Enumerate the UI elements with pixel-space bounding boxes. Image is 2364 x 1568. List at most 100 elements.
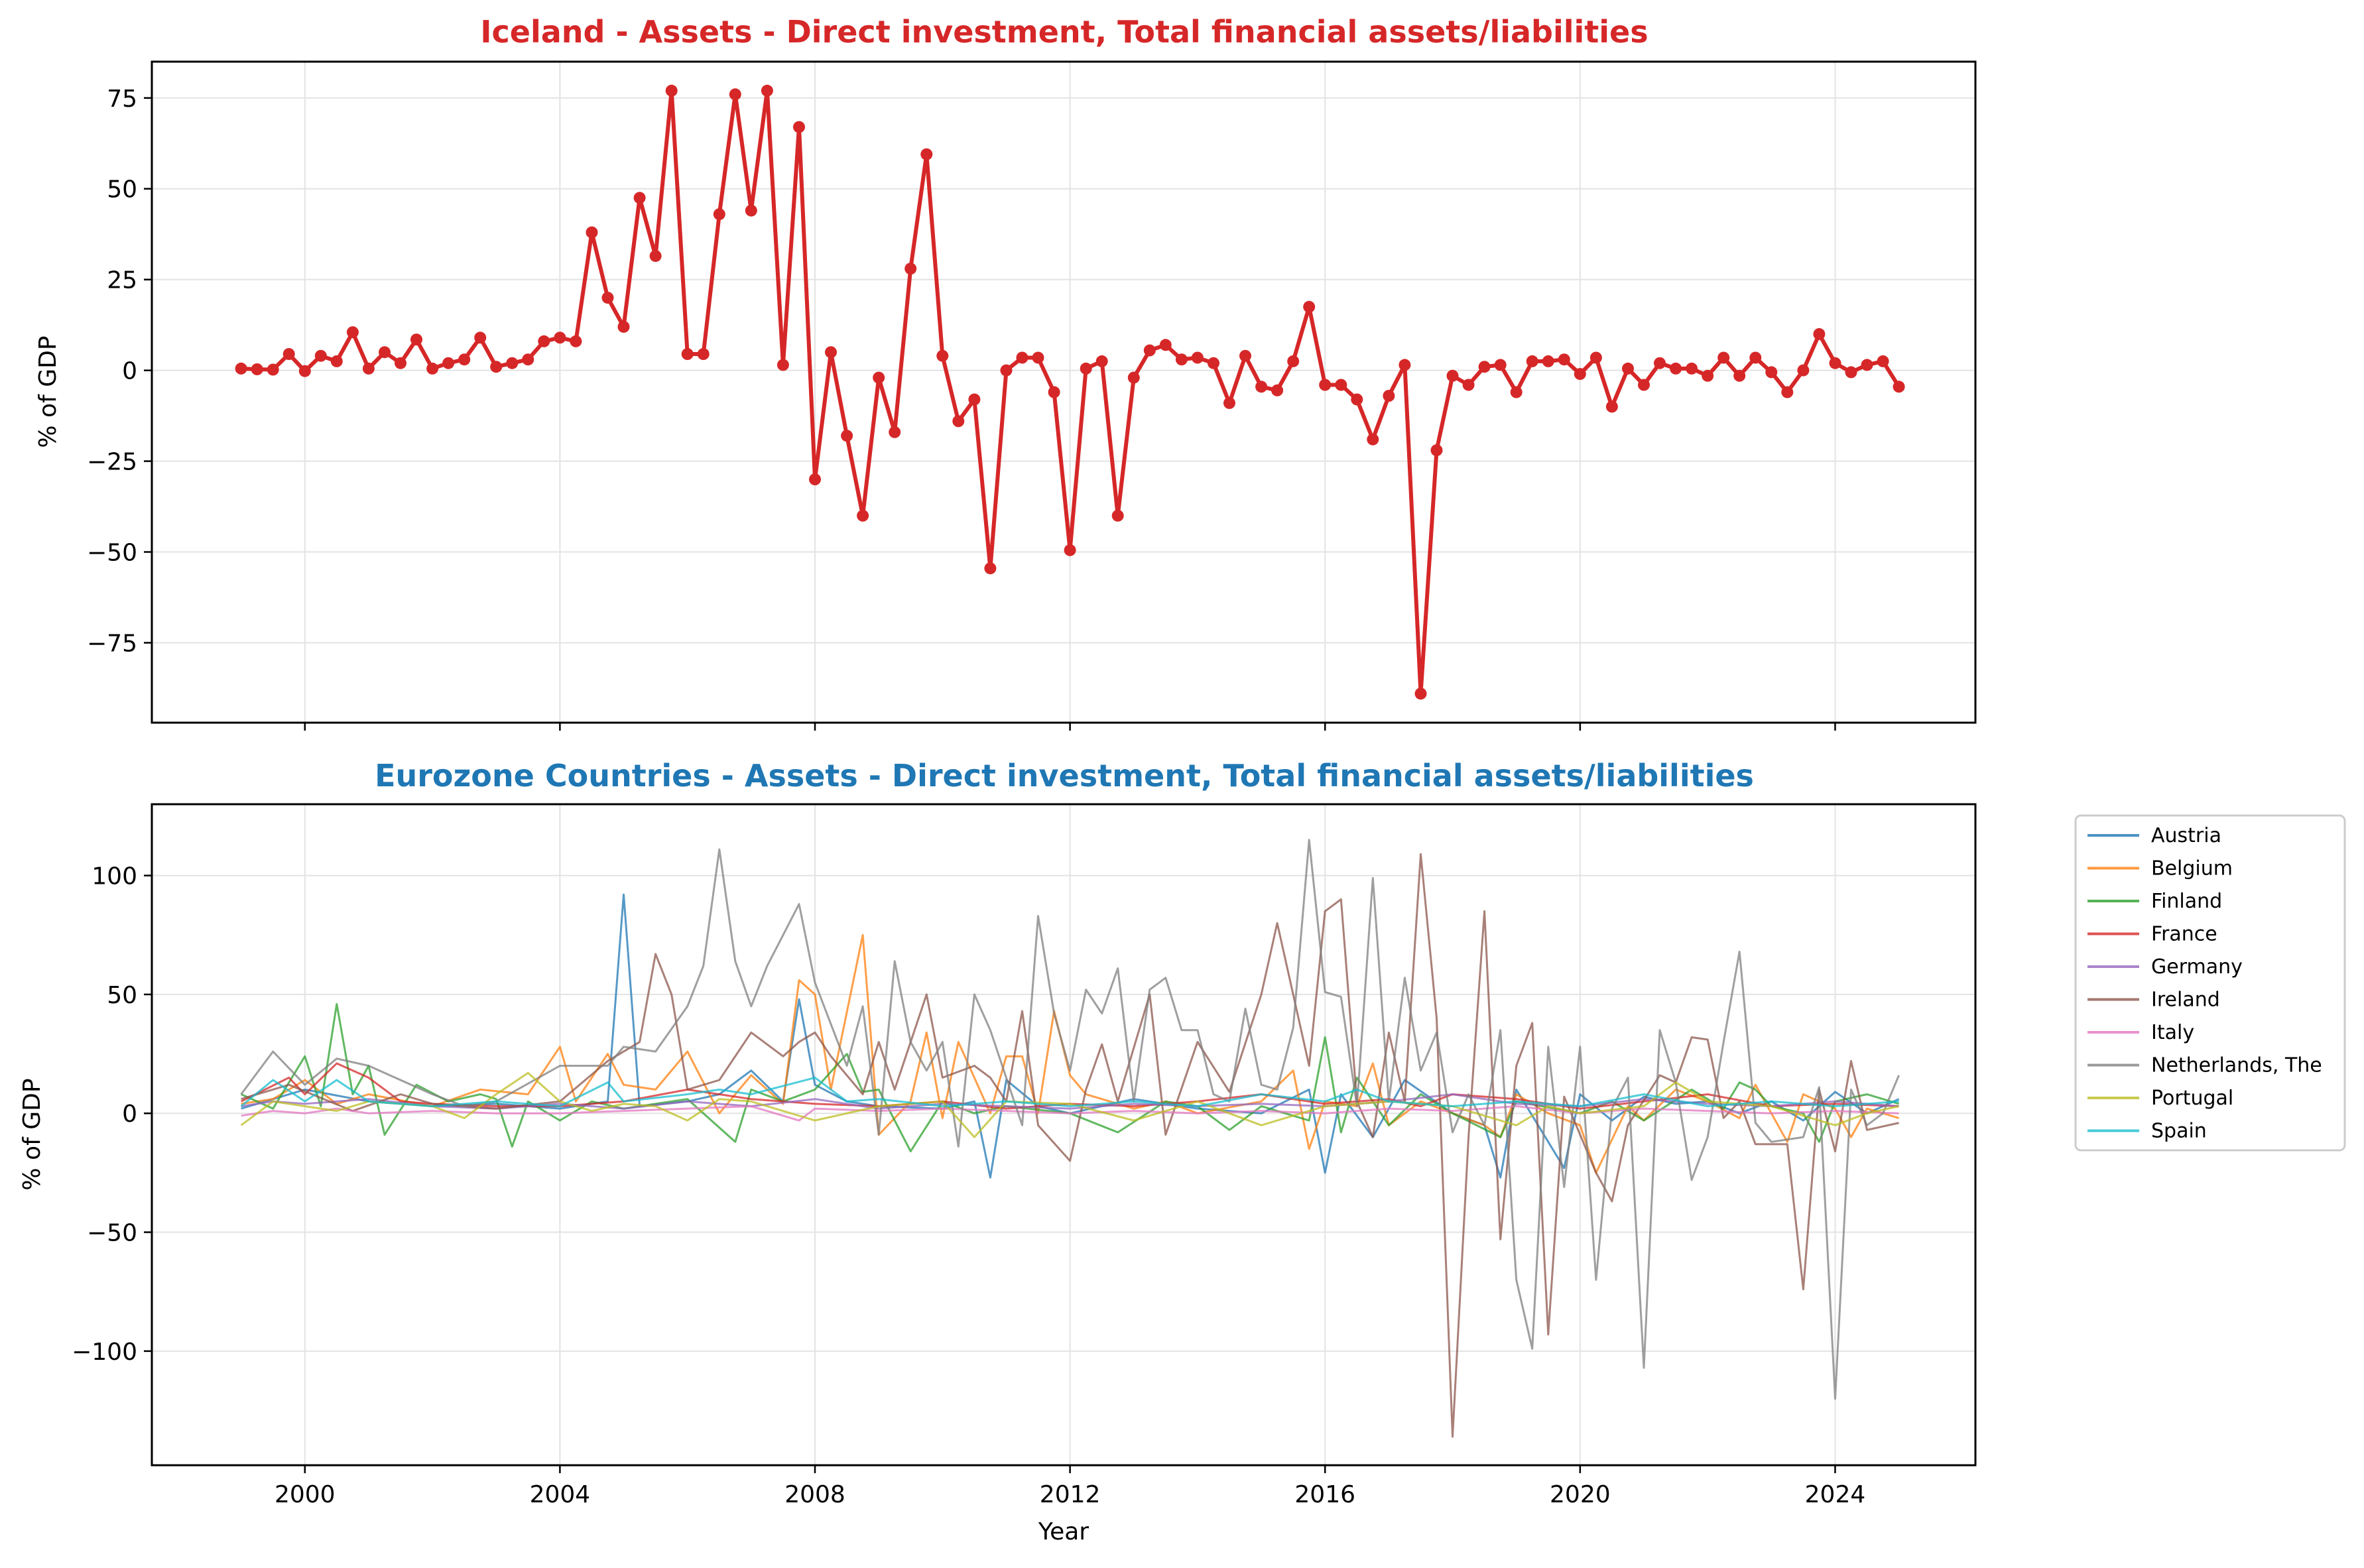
iceland-y-tick-label: 0 bbox=[122, 358, 137, 385]
iceland-data-point bbox=[235, 362, 247, 375]
iceland-data-point bbox=[1064, 544, 1076, 556]
iceland-data-point bbox=[267, 363, 279, 376]
iceland-data-point bbox=[1239, 349, 1251, 362]
series-line-netherlands-the bbox=[240, 839, 1900, 1400]
iceland-data-point bbox=[314, 349, 327, 362]
iceland-data-point bbox=[777, 359, 789, 371]
legend-label-spain: Spain bbox=[2151, 1120, 2207, 1143]
iceland-data-point bbox=[1605, 400, 1618, 413]
iceland-data-point bbox=[1191, 351, 1204, 364]
eurozone-x-tick-label: 2004 bbox=[530, 1481, 591, 1508]
iceland-y-axis-label: % of GDP bbox=[34, 335, 62, 448]
iceland-y-tick-label: −25 bbox=[87, 449, 137, 476]
iceland-data-point bbox=[952, 415, 965, 428]
iceland-y-tick-label: −75 bbox=[87, 630, 137, 657]
eurozone-x-tick-label: 2016 bbox=[1294, 1481, 1355, 1508]
iceland-data-point bbox=[1829, 357, 1841, 369]
series-line-ireland bbox=[241, 853, 1899, 1438]
legend-label-ireland: Ireland bbox=[2151, 989, 2220, 1012]
iceland-y-tick-label: 50 bbox=[107, 176, 137, 204]
legend: Austria Belgium Finland France Germany Irelan… bbox=[2074, 814, 2346, 1152]
iceland-data-point bbox=[426, 362, 439, 375]
iceland-data-point bbox=[1399, 359, 1411, 371]
iceland-data-point bbox=[713, 208, 725, 221]
iceland-y-tick-label: 75 bbox=[107, 86, 137, 113]
iceland-data-point bbox=[1733, 369, 1746, 382]
legend-label-netherlands-the: Netherlands, The bbox=[2151, 1054, 2322, 1077]
series-line-germany bbox=[241, 1093, 1899, 1110]
iceland-data-point bbox=[1000, 364, 1013, 377]
iceland-data-point bbox=[1462, 379, 1475, 391]
series-line-belgium bbox=[241, 934, 1900, 1174]
iceland-data-point bbox=[1159, 339, 1172, 351]
iceland-data-point bbox=[1175, 353, 1188, 366]
iceland-data-point bbox=[1765, 366, 1778, 379]
legend-label-france: France bbox=[2151, 923, 2217, 946]
iceland-data-point bbox=[506, 357, 519, 369]
iceland-data-point bbox=[649, 250, 662, 263]
series-line-portugal bbox=[240, 1071, 1899, 1138]
iceland-data-point bbox=[873, 371, 885, 384]
iceland-data-point bbox=[1319, 379, 1332, 391]
iceland-data-point bbox=[1638, 379, 1650, 391]
iceland-data-point bbox=[570, 335, 582, 347]
iceland-data-point bbox=[298, 365, 311, 377]
iceland-data-point bbox=[1335, 379, 1347, 391]
iceland-data-point bbox=[617, 320, 630, 333]
iceland-data-point bbox=[1048, 386, 1060, 398]
iceland-data-point bbox=[1813, 328, 1826, 340]
eurozone-x-axis-label: Year bbox=[1038, 1518, 1089, 1545]
iceland-data-point bbox=[1845, 366, 1857, 379]
iceland-data-point bbox=[346, 326, 359, 339]
iceland-data-point bbox=[729, 88, 741, 101]
iceland-data-point bbox=[889, 426, 901, 438]
eurozone-x-tick-label: 2024 bbox=[1805, 1481, 1866, 1508]
iceland-data-point bbox=[1271, 384, 1284, 396]
iceland-data-point bbox=[474, 332, 487, 344]
eurozone-panel: Eurozone Countries - Assets - Direct inv… bbox=[19, 758, 1977, 1545]
iceland-data-point bbox=[1446, 369, 1459, 382]
iceland-data-point bbox=[968, 393, 981, 406]
eurozone-chart-title: Eurozone Countries - Assets - Direct inv… bbox=[375, 758, 1754, 794]
legend-label-austria: Austria bbox=[2151, 824, 2221, 847]
eurozone-y-tick-label: −100 bbox=[72, 1339, 137, 1366]
iceland-data-point bbox=[745, 204, 757, 217]
iceland-y-tick-label: 25 bbox=[107, 267, 137, 294]
iceland-y-tick-label: −50 bbox=[87, 540, 137, 567]
iceland-data-point bbox=[458, 353, 471, 366]
iceland-data-point bbox=[1526, 355, 1538, 367]
iceland-data-point bbox=[522, 353, 534, 366]
iceland-data-point bbox=[1095, 355, 1108, 367]
iceland-data-point bbox=[1414, 688, 1427, 700]
iceland-data-point bbox=[904, 263, 917, 275]
iceland-data-point bbox=[1032, 351, 1044, 364]
iceland-data-point bbox=[793, 121, 805, 133]
iceland-data-point bbox=[251, 363, 263, 375]
iceland-axes-frame bbox=[151, 60, 1977, 724]
eurozone-y-axis-label: % of GDP bbox=[19, 1078, 46, 1190]
iceland-data-point bbox=[633, 192, 646, 204]
eurozone-ticks: 2000 2004 2008 2012 2016 2020 2024 −100 −50 0 50 10… bbox=[72, 863, 1865, 1508]
iceland-plot-area bbox=[235, 84, 1905, 700]
series-line-spain bbox=[240, 1076, 1899, 1107]
iceland-data-point bbox=[665, 84, 678, 97]
iceland-data-point bbox=[841, 430, 853, 442]
eurozone-y-tick-label: 0 bbox=[122, 1101, 137, 1128]
iceland-grid bbox=[152, 62, 1975, 723]
iceland-chart-title: Iceland - Assets - Direct investment, To… bbox=[480, 14, 1648, 50]
iceland-data-point bbox=[1654, 357, 1666, 369]
iceland-data-point bbox=[586, 226, 598, 239]
iceland-data-point bbox=[330, 355, 343, 367]
iceland-data-point bbox=[1574, 368, 1586, 381]
eurozone-y-tick-label: 100 bbox=[92, 863, 137, 890]
iceland-data-point bbox=[984, 562, 997, 575]
eurozone-grid bbox=[152, 804, 1975, 1465]
iceland-data-point bbox=[1208, 357, 1219, 369]
iceland-data-point bbox=[1080, 362, 1092, 375]
iceland-data-point bbox=[1303, 300, 1316, 313]
iceland-data-point bbox=[1111, 509, 1124, 522]
iceland-data-point bbox=[1351, 393, 1363, 406]
iceland-data-point bbox=[490, 361, 503, 373]
iceland-data-point bbox=[761, 84, 773, 97]
